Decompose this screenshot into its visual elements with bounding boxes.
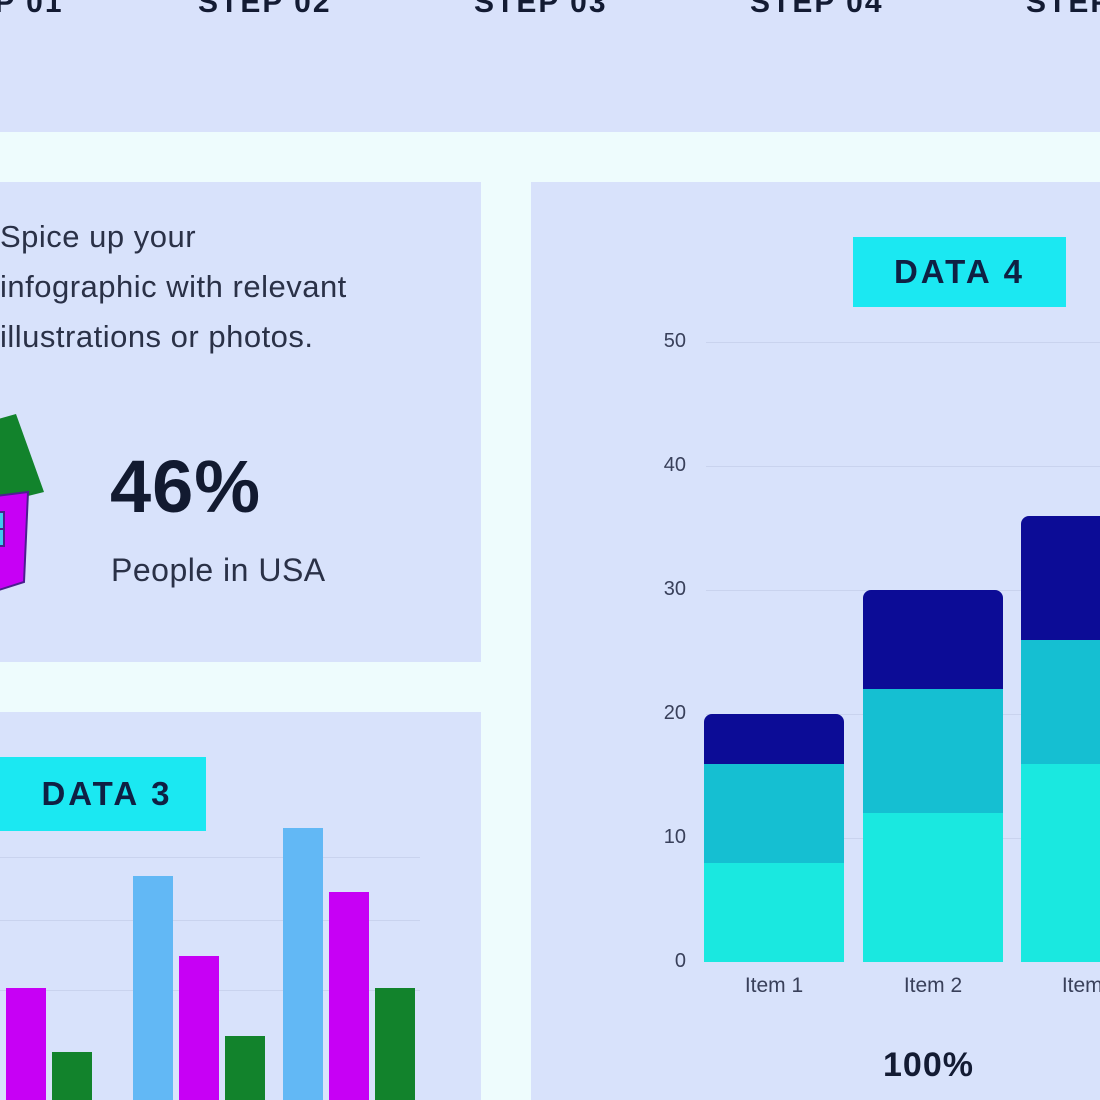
- data4-bar-segment: [863, 590, 1003, 690]
- data4-bar-segment: [704, 714, 844, 764]
- step-label: STEP 01: [0, 0, 64, 19]
- data4-bar-segment: [863, 689, 1003, 814]
- data4-bar-segment: [704, 763, 844, 863]
- step-label: STEP 03: [474, 0, 608, 19]
- y-tick-label: 20: [663, 702, 686, 724]
- intro-line: infographic with relevant: [0, 269, 347, 304]
- data3-bar: [329, 892, 369, 1100]
- data3-bar: [179, 956, 219, 1100]
- x-tick-label: Item 3: [1061, 974, 1100, 997]
- data4-bar-segment: [1021, 639, 1100, 764]
- step-label: STEP 02: [198, 0, 332, 19]
- data3-bar: [52, 1052, 92, 1100]
- y-tick-label: 50: [663, 330, 686, 352]
- y-tick-label: 0: [674, 950, 686, 972]
- data4-bar-segment: [704, 862, 844, 962]
- intro-text: Spice up your infographic with relevant …: [0, 212, 470, 362]
- data3-bar: [283, 828, 323, 1100]
- stat-value: 46%: [110, 445, 262, 528]
- highlight-card: Spice up your infographic with relevant …: [0, 182, 481, 662]
- step-label: STEP 05: [1026, 0, 1100, 19]
- grid-line: [706, 466, 1100, 467]
- x-tick-label: Item 2: [903, 974, 963, 997]
- grid-line: [0, 857, 420, 858]
- intro-line: Spice up your: [0, 219, 197, 254]
- x-tick-label: Item 1: [744, 974, 804, 997]
- stat-label: People in USA: [111, 552, 326, 588]
- grid-line: [0, 920, 420, 921]
- intro-line: illustrations or photos.: [0, 319, 314, 354]
- data3-title: DATA 3: [0, 757, 206, 831]
- data4-title: DATA 4: [853, 237, 1066, 307]
- data4-bar-segment: [1021, 515, 1100, 640]
- data3-bar: [133, 876, 173, 1100]
- house-icon: [0, 414, 44, 591]
- data4-bar-segment: [1021, 763, 1100, 962]
- data3-bar: [225, 1036, 265, 1100]
- y-tick-label: 40: [663, 454, 686, 476]
- y-tick-label: 10: [663, 826, 686, 848]
- data4-bar-segment: [863, 813, 1003, 962]
- grid-line: [706, 342, 1100, 343]
- data3-card: DATA 3: [0, 712, 481, 1100]
- data4-footer-value: 100%: [883, 1046, 974, 1084]
- steps-header: STEP 01 STEP 02 STEP 03 STEP 04 STEP 05: [0, 0, 1100, 132]
- y-tick-label: 30: [663, 578, 686, 600]
- data3-bar: [375, 988, 415, 1100]
- data3-bar: [6, 988, 46, 1100]
- step-label: STEP 04: [750, 0, 884, 19]
- data4-card: DATA 4 0 10 20 30 40 50 Item 1 Item 2 Item 3 100…: [531, 182, 1100, 1100]
